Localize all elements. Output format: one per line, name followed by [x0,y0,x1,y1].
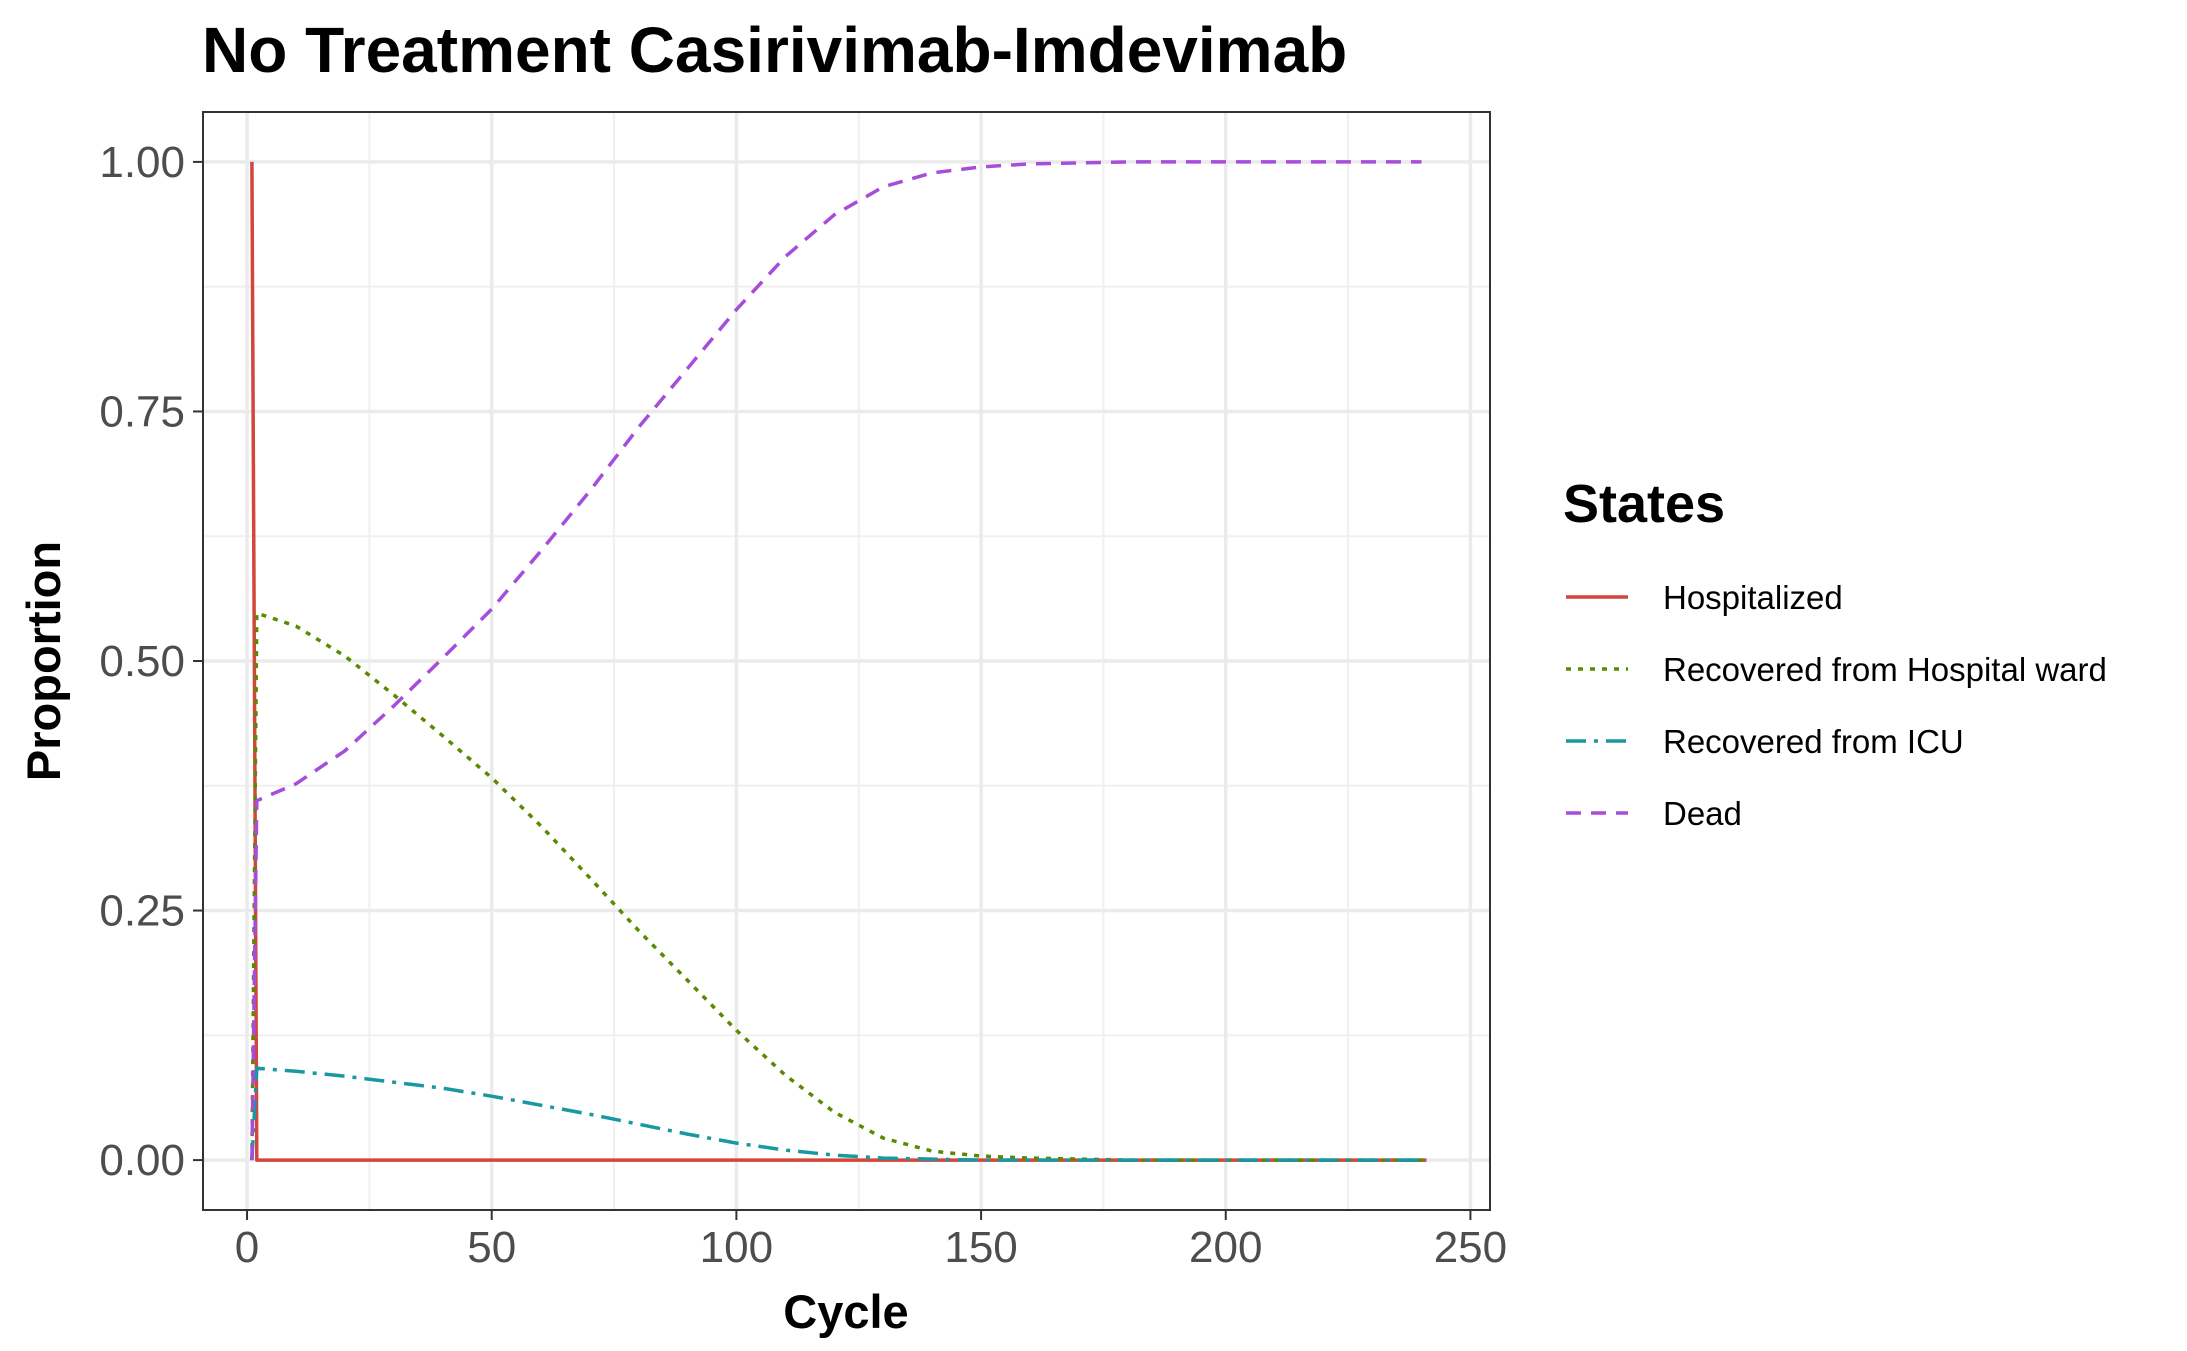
series-line-hospitalized [250,161,1427,1162]
legend-label: Dead [1663,795,1742,832]
x-axis-title: Cycle [783,1285,908,1338]
legend-label: Recovered from Hospital ward [1663,651,2107,688]
legend-label: Recovered from ICU [1663,723,1964,760]
y-tick-label: 0.25 [99,887,185,936]
y-tick-label: 1.00 [99,138,185,187]
x-tick-label: 250 [1434,1223,1507,1272]
series-line-recovered-from-icu [250,1066,1427,1162]
legend-items: Hospitalized Recovered from Hospital ward… [1566,579,2107,832]
x-tick-label: 200 [1189,1223,1262,1272]
series-line-dead [250,160,1422,1161]
y-axis-title: Proportion [17,541,70,781]
major-gridlines [203,112,1490,1210]
series-lines [250,160,1427,1162]
legend: States Hospitalized Recovered from Hospit… [1563,474,2107,832]
y-tick-label: 0.00 [99,1136,185,1185]
y-tick-label: 0.75 [99,387,185,436]
x-axis: 0 50 100 150 200 250 [235,1210,1507,1272]
legend-label: Hospitalized [1663,579,1843,616]
y-axis: 0.00 0.25 0.50 0.75 1.00 [99,138,203,1185]
y-tick-label: 0.50 [99,637,185,686]
chart-title: No Treatment Casirivimab-Imdevimab [202,14,1347,86]
series-line-recovered-from-hospital-ward [250,611,1427,1162]
x-tick-label: 150 [944,1223,1017,1272]
x-tick-label: 0 [235,1223,259,1272]
x-tick-label: 100 [700,1223,773,1272]
legend-title: States [1563,474,1725,534]
x-tick-label: 50 [467,1223,516,1272]
